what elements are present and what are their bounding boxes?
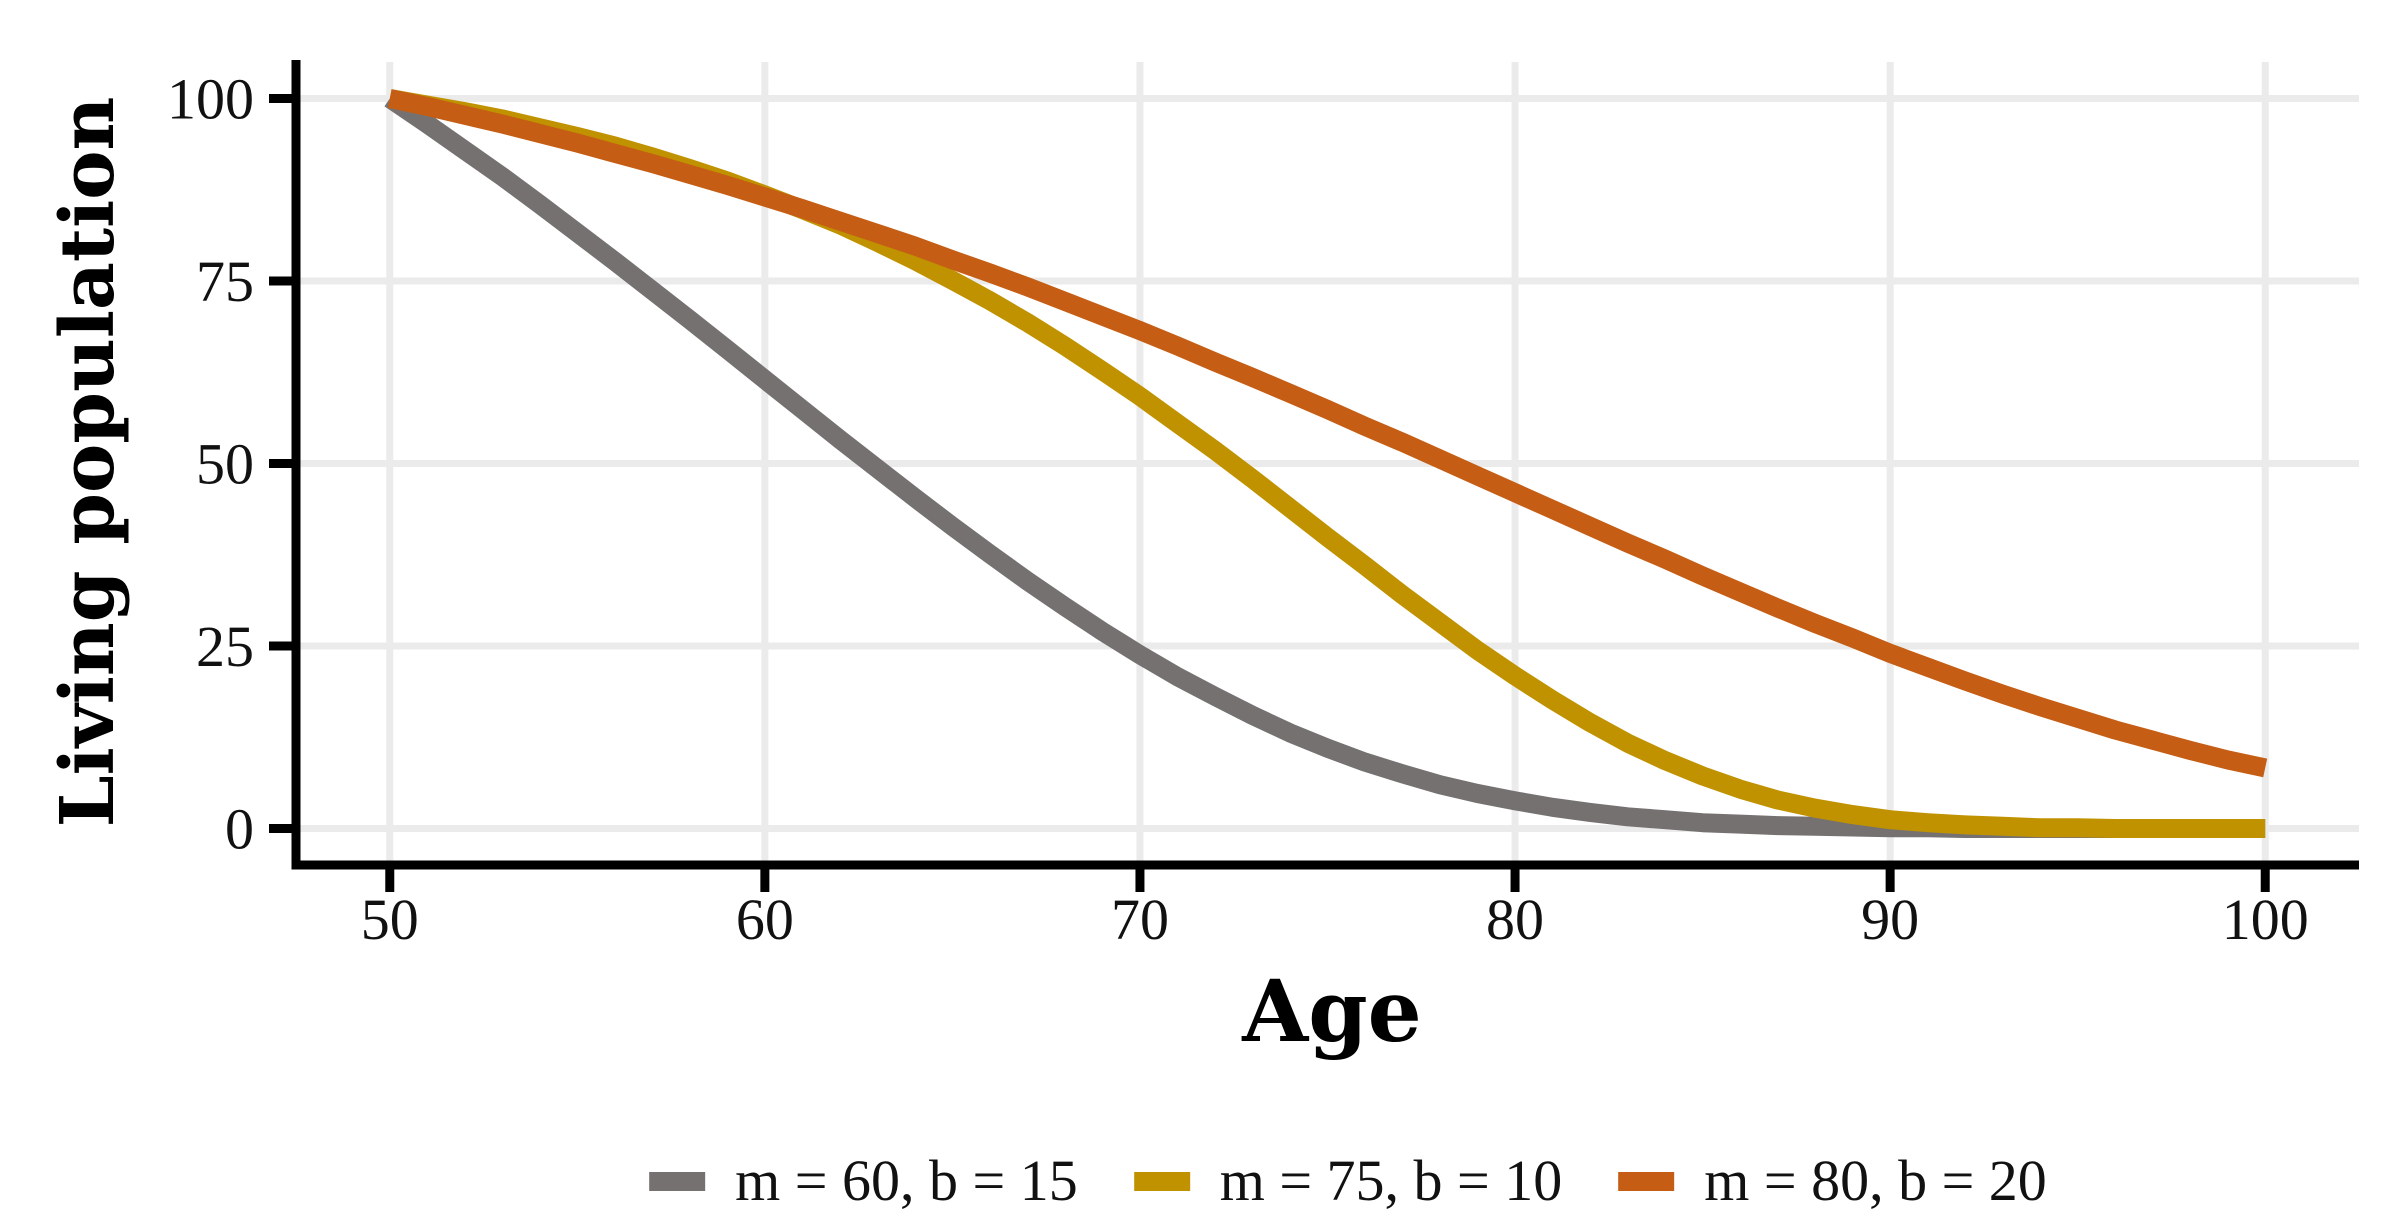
legend-item-gray: m = 60, b = 15 bbox=[649, 1152, 1078, 1210]
x-tick-label: 50 bbox=[361, 887, 419, 952]
y-tick-label: 0 bbox=[225, 797, 254, 862]
legend-label: m = 80, b = 20 bbox=[1704, 1148, 2047, 1213]
y-axis-title: Living population bbox=[45, 96, 131, 828]
y-tick-label: 75 bbox=[196, 249, 254, 314]
legend-label: m = 75, b = 10 bbox=[1219, 1148, 1563, 1213]
y-tick-label: 25 bbox=[196, 614, 254, 679]
legend: m = 60, b = 15 m = 75, b = 10 m = 80, b … bbox=[649, 1152, 2047, 1210]
legend-label: m = 60, b = 15 bbox=[735, 1148, 1078, 1213]
x-tick-label: 90 bbox=[1861, 887, 1919, 952]
x-tick-label: 80 bbox=[1486, 887, 1544, 952]
legend-item-orange: m = 80, b = 20 bbox=[1618, 1152, 2047, 1210]
y-tick-label: 100 bbox=[167, 67, 254, 132]
x-tick-label: 60 bbox=[736, 887, 794, 952]
x-tick-label: 70 bbox=[1111, 887, 1169, 952]
legend-key-gold-line bbox=[1133, 1171, 1190, 1191]
series-curve-2 bbox=[387, 89, 2268, 778]
x-tick-label: 100 bbox=[2222, 887, 2309, 952]
legend-item-gold: m = 75, b = 10 bbox=[1133, 1148, 1563, 1213]
y-tick-label: 50 bbox=[196, 432, 254, 497]
x-axis-title: Age bbox=[1242, 962, 1422, 1062]
legend-key-orange-line bbox=[1618, 1171, 1675, 1191]
legend-key-gray-line bbox=[649, 1171, 706, 1191]
